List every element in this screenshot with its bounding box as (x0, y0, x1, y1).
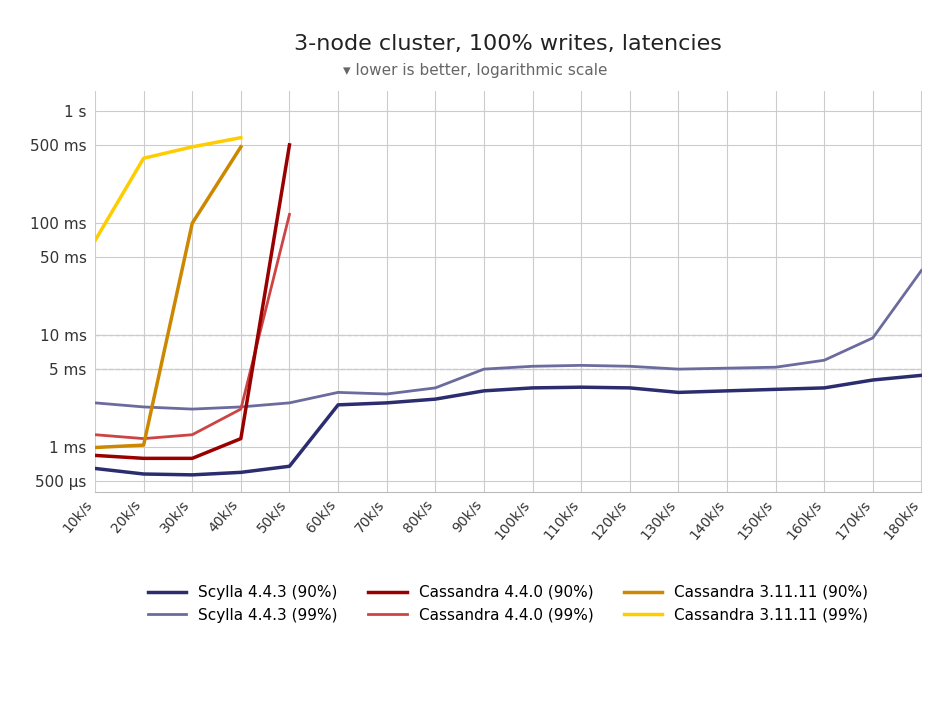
Title: 3-node cluster, 100% writes, latencies: 3-node cluster, 100% writes, latencies (294, 34, 722, 53)
Text: ▾ lower is better, logarithmic scale: ▾ lower is better, logarithmic scale (343, 63, 607, 78)
Legend: Scylla 4.4.3 (90%), Scylla 4.4.3 (99%), Cassandra 4.4.0 (90%), Cassandra 4.4.0 (: Scylla 4.4.3 (90%), Scylla 4.4.3 (99%), … (142, 579, 875, 628)
